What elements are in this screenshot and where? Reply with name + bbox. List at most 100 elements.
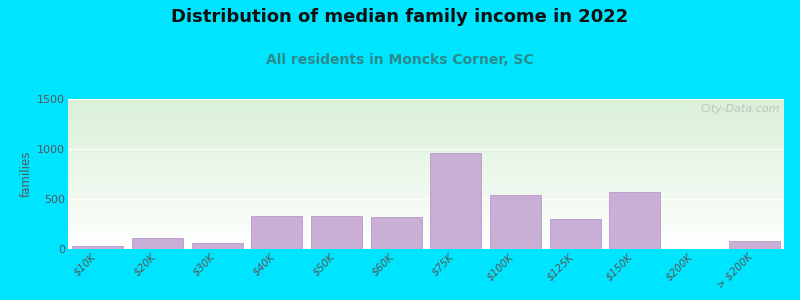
Bar (68, 154, 784, 156)
Bar (68, 244, 784, 246)
Bar (68, 123, 784, 124)
Bar (68, 202, 784, 204)
Bar (68, 213, 784, 214)
Y-axis label: families: families (20, 151, 33, 197)
Bar (251, 216, 302, 249)
Bar (68, 129, 784, 130)
Bar (68, 153, 784, 154)
Bar (68, 99, 784, 100)
Bar (68, 146, 784, 147)
Bar (68, 141, 784, 142)
Bar (68, 212, 784, 213)
Bar (68, 183, 784, 184)
Bar (68, 106, 784, 108)
Bar (68, 190, 784, 192)
Bar (68, 111, 784, 112)
Bar (68, 103, 784, 105)
Bar (68, 142, 784, 144)
Bar (68, 243, 784, 244)
Bar (68, 126, 784, 128)
Bar (68, 218, 784, 219)
Bar (68, 124, 784, 126)
Bar (68, 198, 784, 200)
Bar (68, 224, 784, 225)
Bar (68, 118, 784, 120)
Bar (68, 160, 784, 162)
Bar (68, 236, 784, 237)
Bar (68, 114, 784, 116)
Bar (68, 178, 784, 180)
Bar (729, 241, 779, 249)
Bar (68, 195, 784, 196)
Bar (68, 169, 784, 171)
Bar (68, 248, 784, 249)
Bar (68, 189, 784, 190)
Bar (610, 192, 660, 249)
Bar (68, 201, 784, 202)
Bar (68, 152, 784, 153)
Bar (68, 102, 784, 104)
Bar (68, 238, 784, 240)
Bar (68, 116, 784, 117)
Bar (68, 234, 784, 236)
Bar (68, 194, 784, 195)
Bar (68, 159, 784, 160)
Bar (68, 186, 784, 188)
Text: City-Data.com: City-Data.com (701, 103, 781, 113)
Bar (68, 192, 784, 194)
Bar (132, 238, 183, 249)
Bar (68, 112, 784, 114)
Bar (68, 208, 784, 210)
Bar (68, 134, 784, 135)
Bar (68, 214, 784, 216)
Bar (68, 228, 784, 230)
Bar (68, 174, 784, 176)
Bar (68, 188, 784, 189)
Bar (68, 219, 784, 220)
Bar (68, 182, 784, 183)
Bar (68, 231, 784, 232)
Bar (68, 225, 784, 226)
Bar (68, 168, 784, 170)
Text: All residents in Moncks Corner, SC: All residents in Moncks Corner, SC (266, 52, 534, 67)
Bar (68, 207, 784, 208)
Bar (68, 246, 784, 247)
Bar (68, 140, 784, 141)
Bar (68, 216, 784, 218)
Bar (68, 130, 784, 132)
Bar (68, 200, 784, 201)
Bar (550, 218, 601, 249)
Bar (68, 184, 784, 186)
Bar (68, 138, 784, 140)
Bar (68, 105, 784, 106)
Bar (490, 194, 541, 249)
Bar (68, 172, 784, 174)
Bar (68, 158, 784, 159)
Bar (68, 162, 784, 164)
Bar (68, 148, 784, 150)
Bar (68, 177, 784, 178)
Text: Distribution of median family income in 2022: Distribution of median family income in … (171, 8, 629, 26)
Bar (68, 232, 784, 234)
Bar (68, 122, 784, 123)
Bar (68, 100, 784, 102)
Bar (68, 132, 784, 134)
Bar (68, 128, 784, 129)
Bar (68, 180, 784, 182)
Bar (68, 164, 784, 165)
Bar (68, 230, 784, 231)
Bar (68, 196, 784, 198)
Bar (311, 216, 362, 249)
Bar (68, 226, 784, 228)
Bar (68, 108, 784, 110)
Bar (68, 206, 784, 207)
Bar (68, 240, 784, 242)
Bar (192, 242, 242, 249)
Bar (68, 204, 784, 206)
Bar (68, 167, 784, 168)
Bar (68, 156, 784, 158)
Bar (371, 217, 422, 249)
Bar (68, 176, 784, 177)
Bar (68, 147, 784, 148)
Bar (68, 242, 784, 243)
